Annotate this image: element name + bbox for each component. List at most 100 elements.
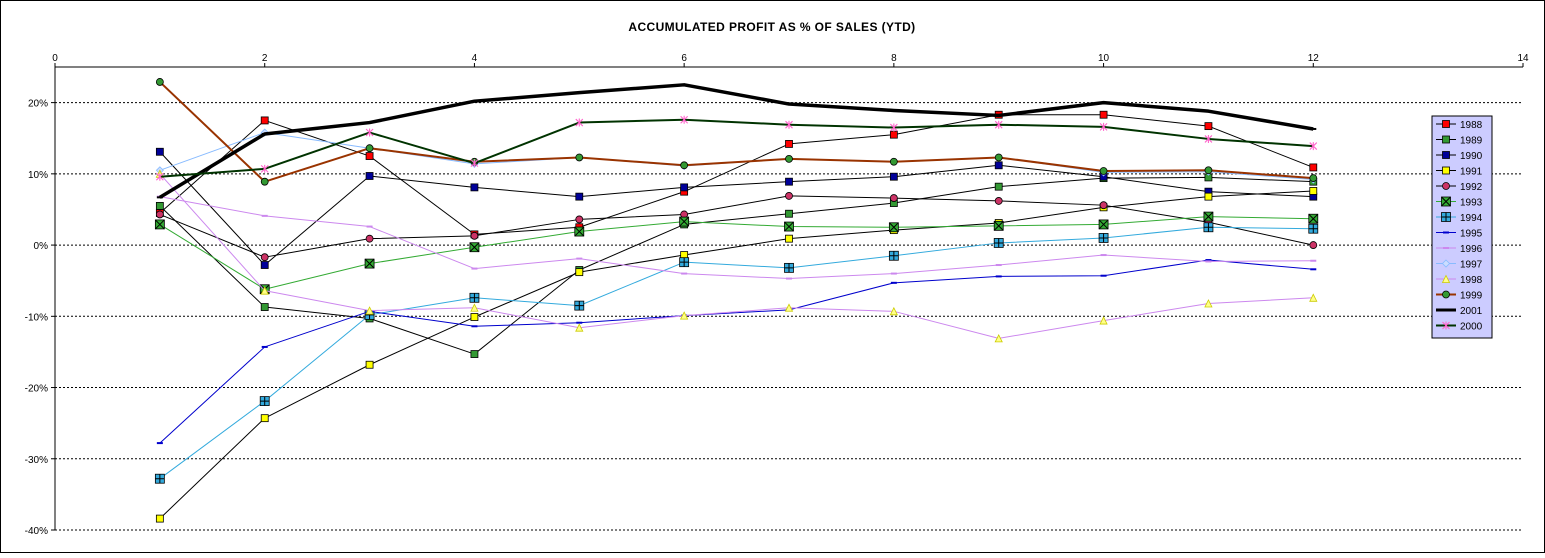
data-point-1998 (784, 303, 794, 312)
legend-swatch-marker (1442, 321, 1450, 330)
data-point-1991 (1204, 192, 1213, 201)
data-point-1993 (888, 222, 899, 233)
data-point-1990 (680, 183, 689, 192)
series-line-2000 (159, 118, 1314, 178)
data-point-2000 (1204, 134, 1213, 143)
data-point-1999 (680, 161, 689, 170)
data-point-1991 (260, 414, 269, 423)
gridlines (55, 102, 1523, 531)
data-point-1988 (1309, 163, 1318, 172)
data-point-1991 (1309, 187, 1318, 195)
data-point-1999 (1099, 167, 1108, 175)
data-point-1994 (574, 300, 585, 311)
data-point-2000 (889, 123, 898, 132)
legend-swatch-marker (1441, 259, 1451, 268)
data-point-1999 (785, 154, 793, 163)
data-point-1999 (155, 78, 164, 86)
data-point-1993 (1098, 219, 1109, 230)
data-point-1992 (260, 253, 269, 262)
legend-item-1999: 1999 (1436, 291, 1483, 302)
data-point-1999 (889, 157, 898, 166)
data-point-1990 (889, 172, 898, 181)
legend-item-1994: 1994 (1436, 212, 1483, 224)
legend-label: 1991 (1460, 167, 1483, 178)
y-tick-label: -40% (25, 526, 48, 537)
data-point-1994 (993, 238, 1004, 248)
legend-item-1995: 1995 (1436, 229, 1483, 240)
y-tick-label: -20% (25, 384, 48, 395)
data-point-1994 (259, 396, 270, 406)
data-point-1999 (575, 153, 584, 162)
legend-swatch-marker (1442, 182, 1450, 190)
series-1999 (155, 78, 1318, 186)
legend-swatch-marker (1442, 166, 1450, 175)
data-point-1991 (470, 313, 479, 321)
data-point-1999 (1309, 174, 1318, 183)
legend-item-2000: 2000 (1436, 321, 1483, 333)
legend-label: 1989 (1460, 136, 1483, 147)
data-point-1994 (154, 473, 165, 484)
legend-item-1998: 1998 (1436, 274, 1483, 286)
legend-label: 2001 (1460, 306, 1483, 317)
data-point-1999 (994, 153, 1003, 162)
data-point-1991 (155, 514, 164, 523)
legend-label: 1999 (1460, 291, 1483, 302)
data-point-1992 (155, 210, 164, 219)
data-point-1998 (679, 311, 689, 320)
data-point-1990 (470, 183, 479, 192)
data-point-1999 (1204, 166, 1213, 175)
data-point-1994 (469, 292, 480, 303)
data-point-1998 (365, 306, 374, 315)
data-point-1994 (1203, 222, 1214, 233)
data-point-1999 (260, 177, 269, 186)
legend-label: 1988 (1460, 120, 1483, 131)
series-1998 (155, 169, 1318, 343)
data-point-1989 (994, 182, 1003, 191)
series-2000 (155, 115, 1318, 181)
legend-label: 1990 (1460, 151, 1483, 162)
data-point-1993 (469, 242, 480, 253)
data-point-1994 (679, 257, 690, 268)
legend-swatch-marker (1441, 212, 1451, 222)
y-tick-label: 0% (34, 241, 49, 252)
data-point-2000 (470, 159, 479, 168)
series-line-1996 (159, 196, 1314, 280)
legend-swatch-marker (1442, 151, 1450, 159)
data-point-1991 (575, 268, 584, 277)
data-point-1992 (785, 192, 793, 200)
data-point-1989 (260, 303, 269, 311)
legend-swatch-marker (1442, 120, 1450, 128)
y-tick-label: 20% (28, 99, 48, 110)
series-line-1994 (159, 226, 1314, 480)
x-tick-label: 10 (1098, 53, 1110, 64)
legend-label: 1996 (1460, 244, 1483, 255)
data-point-1998 (994, 333, 1003, 343)
data-point-1993 (1308, 213, 1319, 224)
x-tick-label: 12 (1308, 53, 1320, 64)
data-point-1989 (785, 209, 793, 218)
axes: 20% 10% 0% -10% -20% -30% -40% 0 2 4 6 8 10 12 14 (25, 53, 1529, 537)
legend-item-1993: 1993 (1436, 196, 1483, 209)
series-line-1990 (159, 151, 1314, 266)
data-point-1991 (785, 234, 793, 243)
data-point-1994 (1308, 223, 1319, 234)
data-point-1992 (1309, 241, 1318, 249)
data-point-1992 (365, 234, 374, 243)
legend-item-1989: 1989 (1436, 136, 1483, 147)
series-line-1992 (159, 195, 1314, 258)
data-point-1998 (575, 323, 584, 332)
y-tick-label: -30% (25, 455, 48, 466)
legend-item-1997: 1997 (1436, 259, 1483, 271)
data-point-1994 (784, 262, 794, 273)
data-point-1989 (470, 350, 479, 358)
series-line-1995 (159, 259, 1314, 444)
data-point-1993 (574, 226, 585, 237)
data-point-1998 (1099, 316, 1108, 325)
series-line-1998 (159, 173, 1314, 339)
data-point-2000 (260, 164, 269, 173)
legend-label: 1992 (1460, 182, 1483, 193)
data-point-2000 (680, 115, 689, 124)
x-tick-label: 0 (52, 53, 58, 64)
